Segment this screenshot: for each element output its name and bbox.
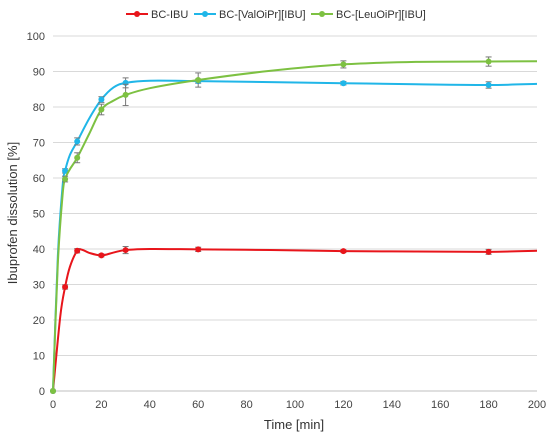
y-tick-label: 80	[33, 102, 45, 114]
legend-item-2: BC-[ValOiPr][IBU]	[194, 9, 306, 21]
y-tick-label: 70	[33, 138, 45, 150]
x-tick-label: 200	[528, 399, 546, 411]
x-tick-label: 80	[240, 399, 252, 411]
data-point	[340, 248, 347, 255]
x-tick-label: 140	[383, 399, 401, 411]
legend: BC-IBU BC-[ValOiPr][IBU] BC-[LeuOiPr][IB…	[126, 9, 426, 21]
series-1	[50, 246, 538, 394]
legend-swatch-marker	[134, 11, 140, 17]
x-tick-label: 20	[95, 399, 107, 411]
legend-label: BC-[ValOiPr][IBU]	[219, 9, 306, 21]
data-point	[195, 246, 202, 253]
data-point	[98, 252, 105, 259]
x-tick-label: 60	[192, 399, 204, 411]
legend-swatch-marker	[202, 11, 208, 17]
data-point	[340, 80, 347, 87]
data-point	[74, 154, 81, 161]
legend-label: BC-[LeuOiPr][IBU]	[336, 9, 426, 21]
x-tick-label: 100	[286, 399, 304, 411]
y-tick-label: 30	[33, 280, 45, 292]
y-axis-title: Ibuprofen dissolution [%]	[5, 142, 20, 284]
data-point	[485, 248, 492, 255]
y-tick-label: 60	[33, 173, 45, 185]
data-point	[62, 283, 69, 290]
x-tick-label: 160	[431, 399, 449, 411]
series-3	[50, 56, 538, 394]
data-point	[195, 77, 202, 84]
series-2	[50, 77, 538, 394]
y-tick-label: 50	[33, 209, 45, 221]
y-tick-label: 40	[33, 244, 45, 256]
data-point	[74, 247, 81, 254]
data-point	[98, 106, 105, 113]
legend-item-1: BC-IBU	[126, 9, 188, 21]
legend-label: BC-IBU	[151, 9, 188, 21]
data-point	[62, 176, 69, 183]
data-point	[485, 58, 492, 65]
x-tick-label: 120	[334, 399, 352, 411]
y-tick-label: 10	[33, 351, 45, 363]
y-tick-label: 90	[33, 67, 45, 79]
plot-area	[50, 56, 538, 394]
y-tick-label: 20	[33, 315, 45, 327]
gridlines	[53, 35, 537, 356]
data-point	[74, 138, 81, 145]
tick-labels: 0 10 20 30 40 50 60 70 80 90 100 0 20 40 60 80 100 120 140…	[27, 31, 547, 411]
y-tick-label: 100	[27, 31, 45, 43]
data-point	[340, 61, 347, 68]
x-tick-label: 40	[144, 399, 156, 411]
x-tick-label: 180	[479, 399, 497, 411]
data-point	[50, 388, 56, 394]
series-line	[52, 247, 538, 392]
legend-swatch-marker	[319, 11, 325, 17]
x-tick-label: 0	[50, 399, 56, 411]
y-tick-label: 0	[39, 386, 45, 398]
series-line	[52, 79, 538, 392]
data-point	[122, 247, 129, 254]
data-point	[485, 81, 492, 88]
data-point	[122, 91, 129, 98]
x-axis-title: Time [min]	[264, 417, 324, 432]
data-point	[98, 96, 105, 103]
series-line	[52, 60, 538, 392]
legend-item-3: BC-[LeuOiPr][IBU]	[311, 9, 426, 21]
data-point	[62, 167, 69, 174]
